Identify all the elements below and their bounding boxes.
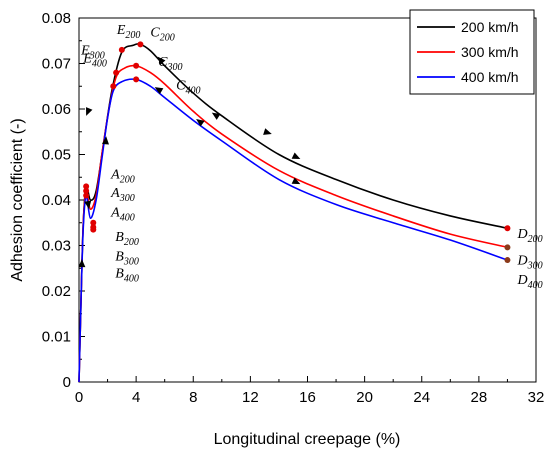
- y-tick-label: 0.04: [42, 192, 71, 209]
- label-B300: B300: [115, 249, 139, 267]
- y-axis-title: Adhesion coefficient (-): [9, 118, 26, 281]
- y-tick-label: 0.03: [42, 238, 71, 255]
- direction-arrow: [154, 87, 164, 95]
- x-tick-label: 4: [132, 389, 140, 406]
- series-line-200: [78, 43, 508, 383]
- y-tick-label: 0.05: [42, 147, 71, 164]
- direction-arrow: [157, 56, 166, 65]
- state-point-markers: [83, 41, 511, 264]
- y-tick-label: 0: [63, 374, 71, 391]
- legend-label: 200 km/h: [461, 19, 519, 35]
- marker-D400: [504, 257, 511, 264]
- marker-D200: [504, 225, 511, 232]
- x-tick-label: 0: [75, 389, 83, 406]
- label-E200: E200: [116, 23, 141, 41]
- direction-arrow: [84, 200, 92, 210]
- direction-arrow: [211, 112, 221, 120]
- label-A200: A200: [110, 167, 135, 185]
- marker-A300: [83, 187, 90, 194]
- legend-label: 400 km/h: [461, 69, 519, 85]
- marker-E300: [113, 69, 120, 76]
- series-line-400: [78, 78, 508, 383]
- marker-C300: [133, 62, 140, 69]
- label-C200: C200: [150, 25, 174, 43]
- x-tick-label: 20: [356, 389, 373, 406]
- y-tick-label: 0.06: [42, 101, 71, 118]
- y-tick-labels: 0 0.01 0.02 0.03 0.04 0.05 0.06 0.07 0.08: [42, 10, 71, 391]
- label-C300: C300: [158, 55, 182, 73]
- marker-D300: [504, 244, 511, 251]
- x-tick-label: 16: [299, 389, 316, 406]
- y-tick-label: 0.08: [42, 10, 71, 27]
- direction-arrow: [102, 136, 109, 145]
- x-tick-labels: 0 4 8 12 16 20 24 28 32: [75, 389, 545, 406]
- label-D400: D400: [516, 273, 542, 291]
- x-axis-title: Longitudinal creepage (%): [214, 431, 401, 448]
- x-tick-label: 32: [528, 389, 545, 406]
- y-tick-label: 0.02: [42, 283, 71, 300]
- direction-arrow: [291, 177, 301, 185]
- direction-arrow: [78, 259, 86, 268]
- legend-label: 300 km/h: [461, 44, 519, 60]
- marker-B400: [90, 226, 97, 233]
- marker-A400: [83, 192, 90, 199]
- label-B200: B200: [115, 230, 139, 248]
- y-tick-label: 0.07: [42, 56, 71, 73]
- label-A400: A400: [110, 205, 135, 223]
- y-tick-label: 0.01: [42, 329, 71, 346]
- direction-arrow: [86, 107, 93, 116]
- label-A300: A300: [110, 186, 135, 204]
- label-B400: B400: [115, 267, 139, 285]
- series-line-300: [78, 64, 508, 383]
- legend-items: 200 km/h 300 km/h 400 km/h: [417, 19, 519, 85]
- x-tick-label: 8: [189, 389, 197, 406]
- direction-arrow: [291, 152, 301, 160]
- marker-C200: [137, 41, 144, 48]
- x-tick-label: 12: [242, 389, 259, 406]
- trajectory-arrows: [78, 56, 301, 268]
- marker-B200: [90, 219, 97, 226]
- label-C400: C400: [176, 78, 200, 96]
- legend: 200 km/h 300 km/h 400 km/h: [409, 9, 535, 95]
- series-lines: [78, 43, 508, 383]
- direction-arrow: [196, 119, 205, 127]
- direction-arrow: [263, 128, 272, 135]
- marker-E200: [118, 46, 125, 53]
- label-D200: D200: [516, 227, 542, 245]
- x-tick-label: 24: [413, 389, 430, 406]
- marker-C400: [133, 76, 140, 83]
- x-tick-label: 28: [471, 389, 488, 406]
- marker-E400: [110, 83, 117, 90]
- label-D300: D300: [516, 253, 542, 271]
- marker-A200: [83, 183, 90, 190]
